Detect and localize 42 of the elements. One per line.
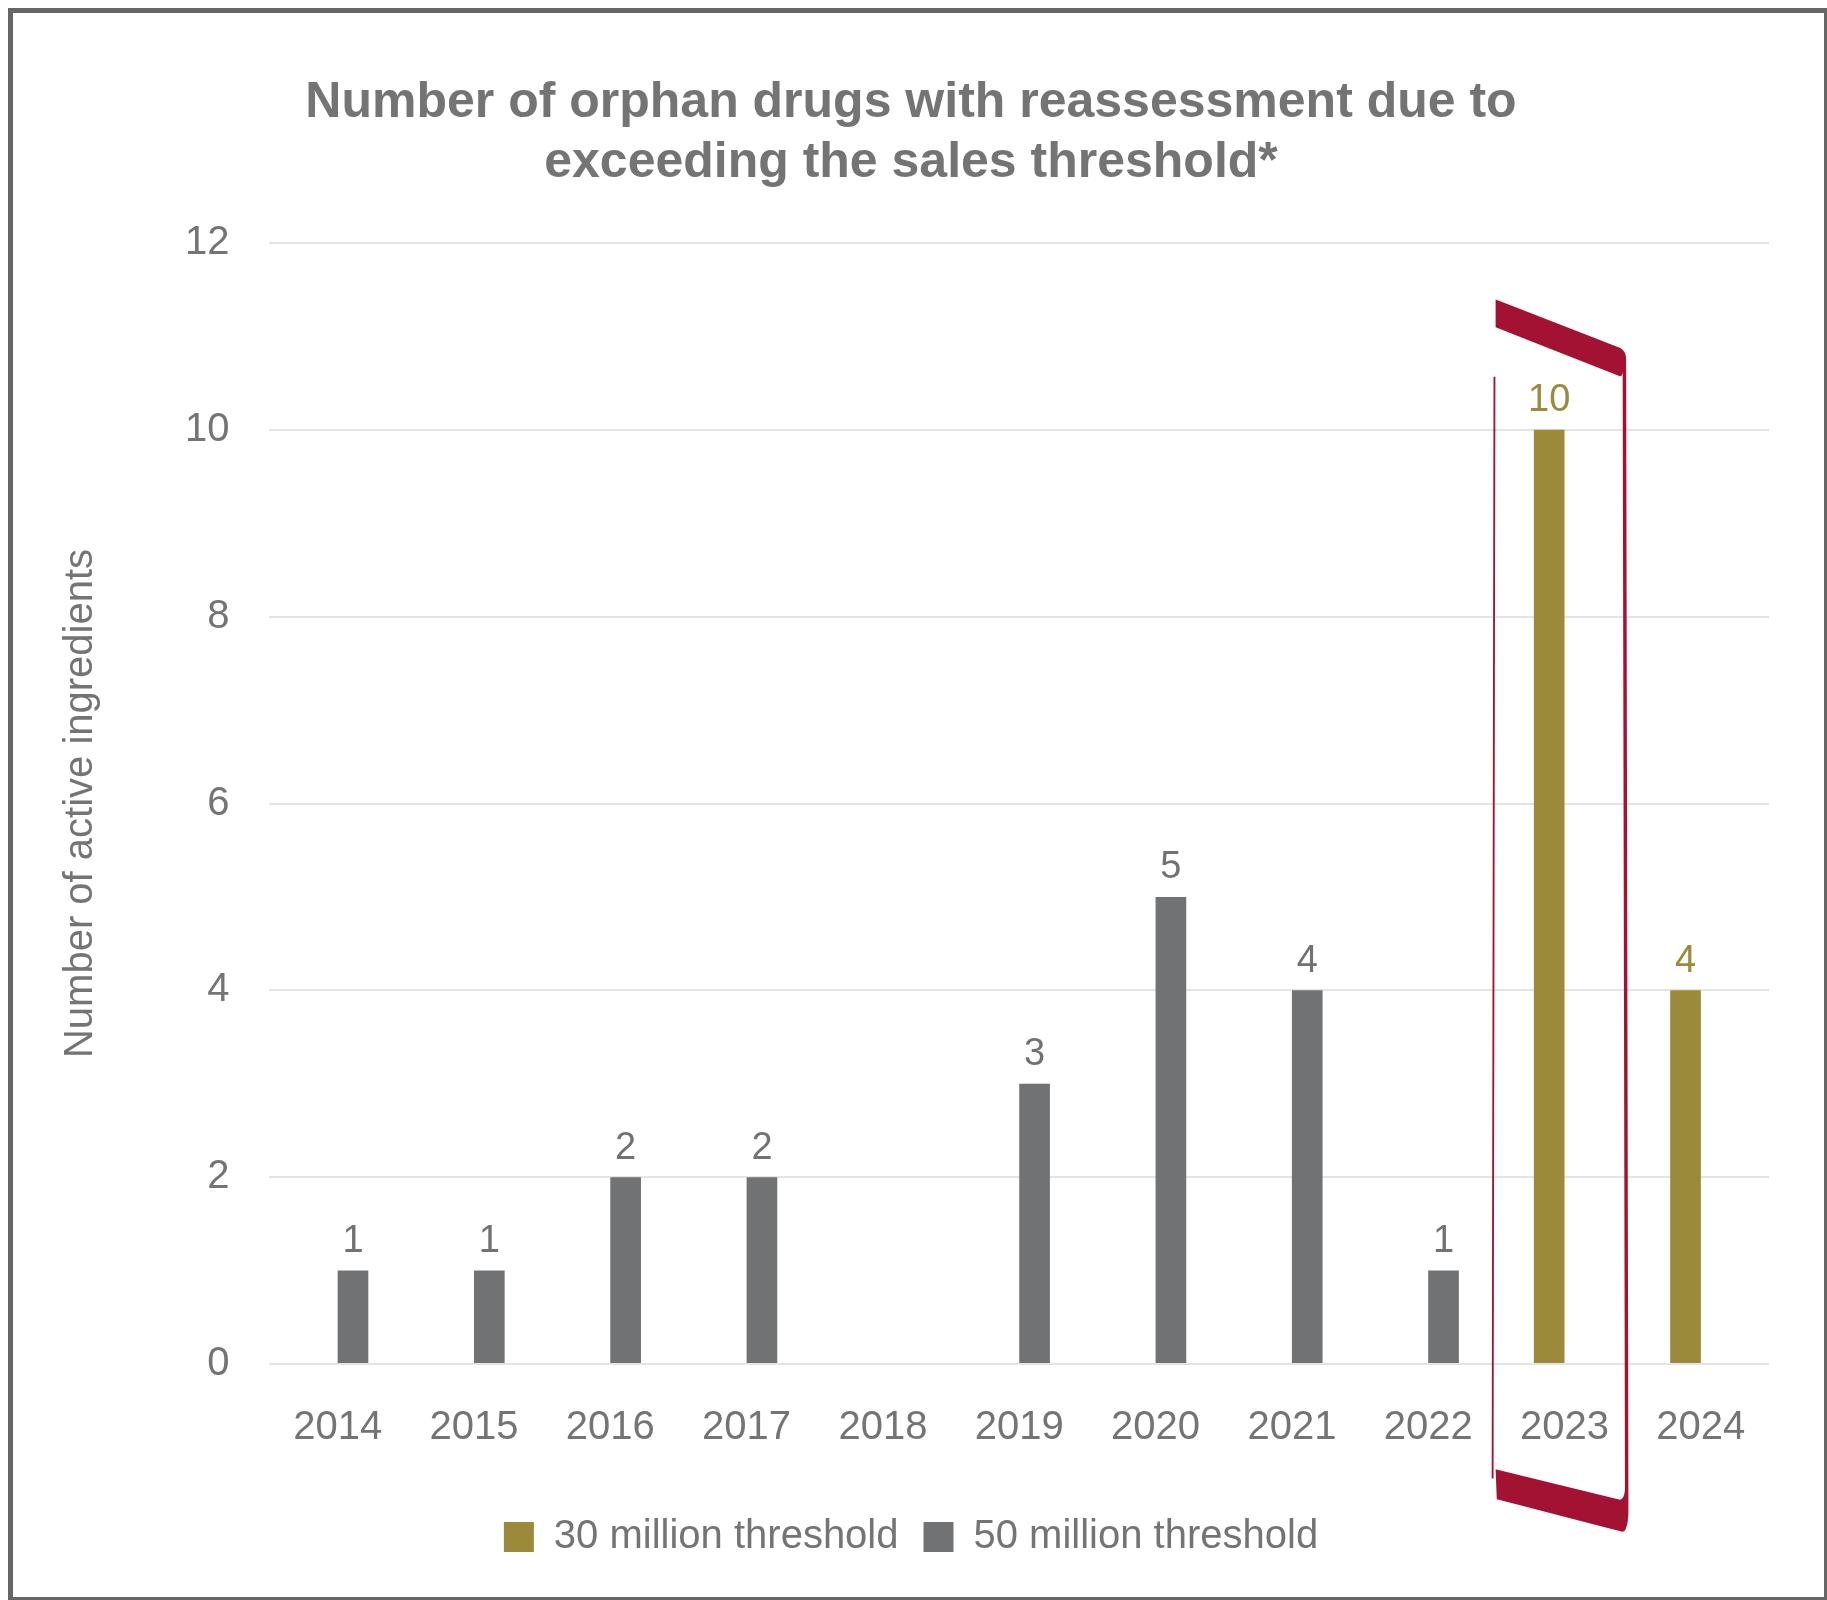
y-tick-label: 6 xyxy=(207,778,230,823)
x-tick-label: 2020 xyxy=(1111,1403,1201,1448)
data-label: 1 xyxy=(478,1218,500,1261)
x-tick-label: 2023 xyxy=(1520,1403,1610,1448)
x-tick-label: 2024 xyxy=(1656,1403,1746,1448)
data-label: 2 xyxy=(615,1124,637,1167)
bar xyxy=(610,1177,641,1363)
chart-title: Number of orphan drugs with reassessment due to exceeding the sales threshold* xyxy=(305,71,1517,188)
data-label: 4 xyxy=(1674,937,1697,980)
data-label: 1 xyxy=(342,1218,364,1261)
bar xyxy=(337,1270,369,1363)
x-tick-label: 2018 xyxy=(838,1403,928,1448)
data-label: 2 xyxy=(751,1124,773,1167)
y-tick-label: 0 xyxy=(207,1339,230,1384)
data-label: 3 xyxy=(1024,1031,1046,1074)
x-tick-label: 2015 xyxy=(429,1403,519,1448)
x-tick-label: 2016 xyxy=(565,1403,655,1448)
y-tick-label: 4 xyxy=(207,965,230,1010)
bar xyxy=(1291,990,1323,1363)
y-tick-label: 12 xyxy=(184,218,230,263)
bar xyxy=(746,1177,778,1363)
y-axis-title: Number of active ingredients xyxy=(56,548,101,1059)
y-tick-label: 10 xyxy=(184,404,230,449)
bar xyxy=(1019,1083,1050,1363)
data-label: 5 xyxy=(1160,844,1182,887)
y-tick-label: 8 xyxy=(207,591,230,636)
bar xyxy=(473,1270,505,1363)
x-tick-label: 2021 xyxy=(1247,1403,1337,1448)
x-tick-label: 2022 xyxy=(1383,1403,1473,1448)
data-label: 1 xyxy=(1432,1218,1455,1261)
bar xyxy=(1428,1270,1459,1363)
bar xyxy=(1155,896,1187,1363)
data-label: 10 xyxy=(1528,377,1571,420)
x-tick-label: 2014 xyxy=(293,1403,383,1448)
x-tick-label: 2019 xyxy=(974,1403,1064,1448)
bar xyxy=(1533,429,1565,1363)
data-label: 4 xyxy=(1296,937,1318,980)
legend-label: 50 million threshold xyxy=(973,1512,1319,1557)
x-tick-label: 2017 xyxy=(702,1403,792,1448)
bar xyxy=(1670,990,1701,1363)
legend-label: 30 million threshold xyxy=(553,1512,899,1557)
y-tick-label: 2 xyxy=(207,1152,230,1197)
